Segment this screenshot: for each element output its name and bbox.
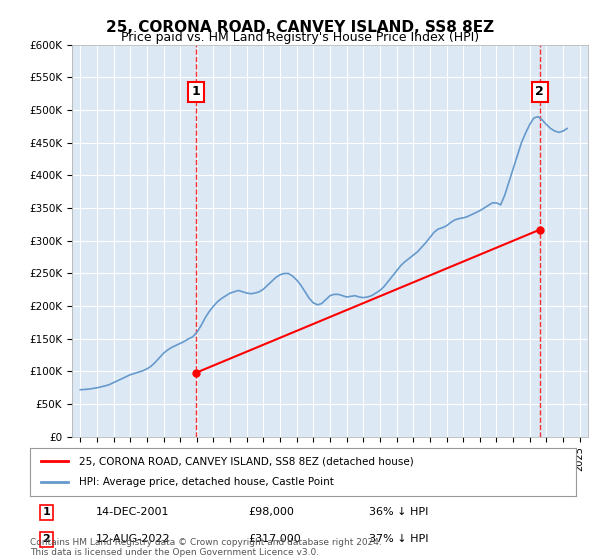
Text: Price paid vs. HM Land Registry's House Price Index (HPI): Price paid vs. HM Land Registry's House … <box>121 31 479 44</box>
Text: 1: 1 <box>191 85 200 99</box>
Text: 2: 2 <box>43 534 50 544</box>
Text: £98,000: £98,000 <box>248 507 294 517</box>
Text: 25, CORONA ROAD, CANVEY ISLAND, SS8 8EZ (detached house): 25, CORONA ROAD, CANVEY ISLAND, SS8 8EZ … <box>79 456 414 466</box>
Text: 1: 1 <box>43 507 50 517</box>
Text: 12-AUG-2022: 12-AUG-2022 <box>95 534 170 544</box>
Text: 25, CORONA ROAD, CANVEY ISLAND, SS8 8EZ: 25, CORONA ROAD, CANVEY ISLAND, SS8 8EZ <box>106 20 494 35</box>
Text: 37% ↓ HPI: 37% ↓ HPI <box>368 534 428 544</box>
Text: £317,000: £317,000 <box>248 534 301 544</box>
Text: 2: 2 <box>535 85 544 99</box>
Text: 36% ↓ HPI: 36% ↓ HPI <box>368 507 428 517</box>
Text: 14-DEC-2001: 14-DEC-2001 <box>95 507 169 517</box>
Text: HPI: Average price, detached house, Castle Point: HPI: Average price, detached house, Cast… <box>79 477 334 487</box>
Text: Contains HM Land Registry data © Crown copyright and database right 2024.
This d: Contains HM Land Registry data © Crown c… <box>30 538 382 557</box>
